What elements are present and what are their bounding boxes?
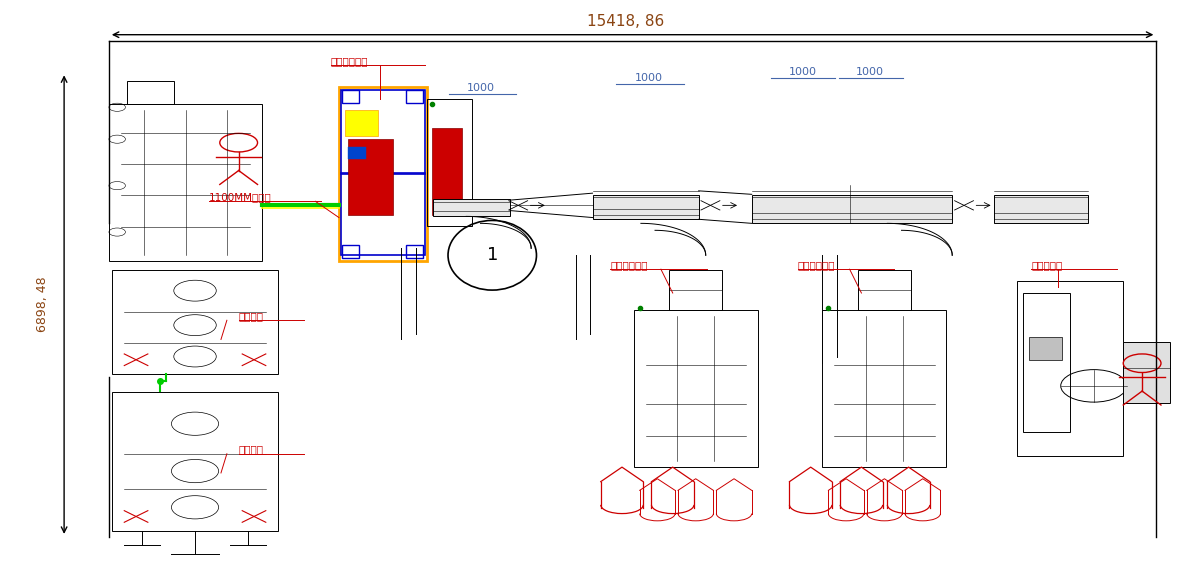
Bar bbox=[406, 90, 423, 103]
Text: 大回旋切断机: 大回旋切断机 bbox=[331, 56, 369, 66]
Text: 1000: 1000 bbox=[856, 67, 884, 77]
Bar bbox=[858, 270, 911, 311]
Bar bbox=[341, 90, 425, 174]
Text: 6898, 48: 6898, 48 bbox=[37, 277, 50, 332]
Bar bbox=[1023, 293, 1070, 432]
Bar bbox=[342, 90, 359, 103]
Bar bbox=[634, 311, 757, 467]
Bar bbox=[127, 81, 174, 104]
Bar bbox=[109, 104, 262, 261]
Bar bbox=[592, 195, 699, 219]
Bar bbox=[341, 173, 425, 255]
Bar bbox=[348, 146, 366, 159]
Text: 上布后架: 上布后架 bbox=[238, 311, 264, 321]
Bar bbox=[822, 311, 947, 467]
Bar bbox=[113, 270, 277, 374]
Text: 上布后架: 上布后架 bbox=[238, 445, 264, 455]
Bar bbox=[1017, 281, 1123, 455]
Bar bbox=[751, 196, 953, 223]
Bar bbox=[1123, 342, 1171, 403]
Text: 1000: 1000 bbox=[635, 73, 664, 83]
Bar bbox=[406, 245, 423, 258]
Text: 预制袋包装机: 预制袋包装机 bbox=[798, 260, 835, 270]
Bar bbox=[993, 196, 1088, 223]
Bar bbox=[433, 128, 462, 214]
Bar bbox=[113, 391, 277, 531]
Text: 预制袋包装机: 预制袋包装机 bbox=[610, 260, 648, 270]
Bar bbox=[670, 270, 722, 311]
Bar bbox=[345, 110, 378, 137]
Text: 1000: 1000 bbox=[788, 67, 816, 77]
Bar bbox=[339, 87, 428, 261]
Text: 1100MM折布机: 1100MM折布机 bbox=[210, 192, 271, 202]
Bar bbox=[434, 199, 510, 216]
Bar bbox=[1029, 336, 1062, 360]
Text: 1: 1 bbox=[487, 246, 498, 264]
Bar bbox=[428, 98, 472, 226]
Bar bbox=[348, 139, 393, 214]
Bar bbox=[342, 245, 359, 258]
Text: 15418, 86: 15418, 86 bbox=[587, 14, 664, 29]
Text: 1000: 1000 bbox=[467, 83, 494, 93]
Text: 自动装盒机: 自动装盒机 bbox=[1031, 260, 1063, 270]
